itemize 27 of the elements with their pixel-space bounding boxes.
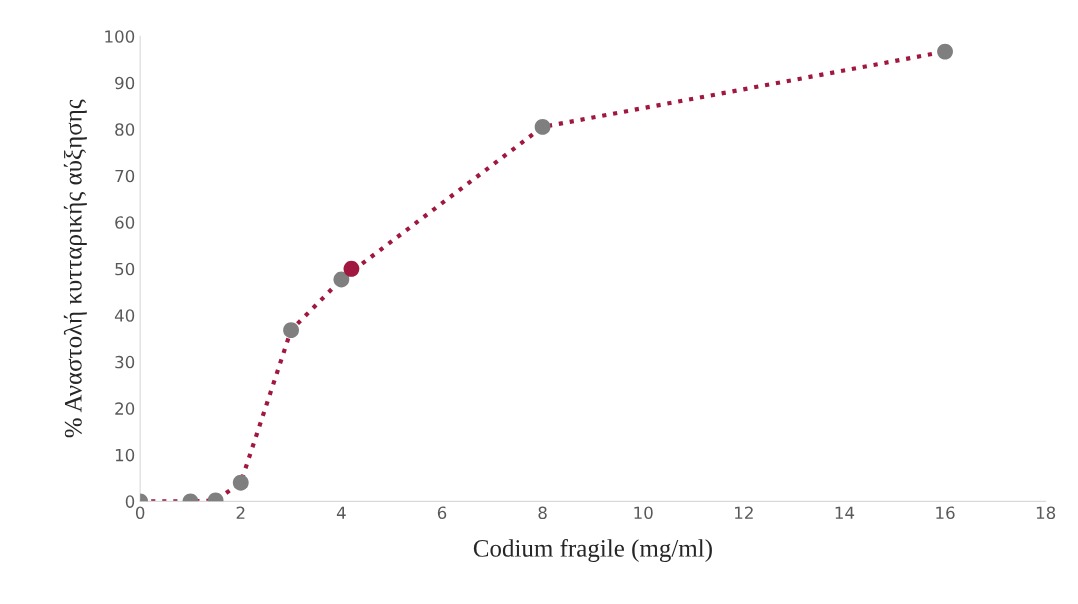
y-tick-label: 80 — [115, 123, 135, 136]
x-tick-label: 14 — [835, 506, 855, 519]
y-tick-label: 40 — [114, 309, 135, 322]
point — [343, 260, 360, 277]
x-tick-label: 8 — [538, 506, 547, 520]
point — [333, 271, 350, 288]
y-tick-label: 100 — [105, 30, 135, 43]
y-tick-label: 10 — [115, 448, 135, 462]
x-axis-title: Codium fragile (mg/ml) — [473, 538, 712, 562]
y-tick-label: 60 — [115, 216, 135, 229]
x-tick-label: 10 — [634, 506, 653, 520]
x-tick-label: 6 — [437, 506, 447, 520]
x-tick-label: 18 — [1036, 506, 1056, 520]
x-tick-label: 2 — [236, 506, 245, 519]
y-tick-label: 90 — [115, 76, 135, 90]
x-tick-label: 16 — [936, 506, 955, 520]
y-tick-label: 30 — [115, 355, 135, 369]
x-tick-label: 12 — [735, 506, 753, 519]
point — [937, 43, 953, 60]
y-tick-label: 70 — [115, 169, 135, 183]
x-tick-label: 0 — [135, 506, 145, 520]
point — [534, 119, 551, 135]
y-axis-title: % Αναστολή κυτταρικής αύξησης — [63, 99, 87, 438]
y-tick-label: 50 — [115, 262, 135, 276]
y-tick-label: 20 — [115, 402, 135, 415]
x-tick-label: 4 — [336, 506, 346, 519]
y-tick-label: 0 — [125, 495, 135, 508]
